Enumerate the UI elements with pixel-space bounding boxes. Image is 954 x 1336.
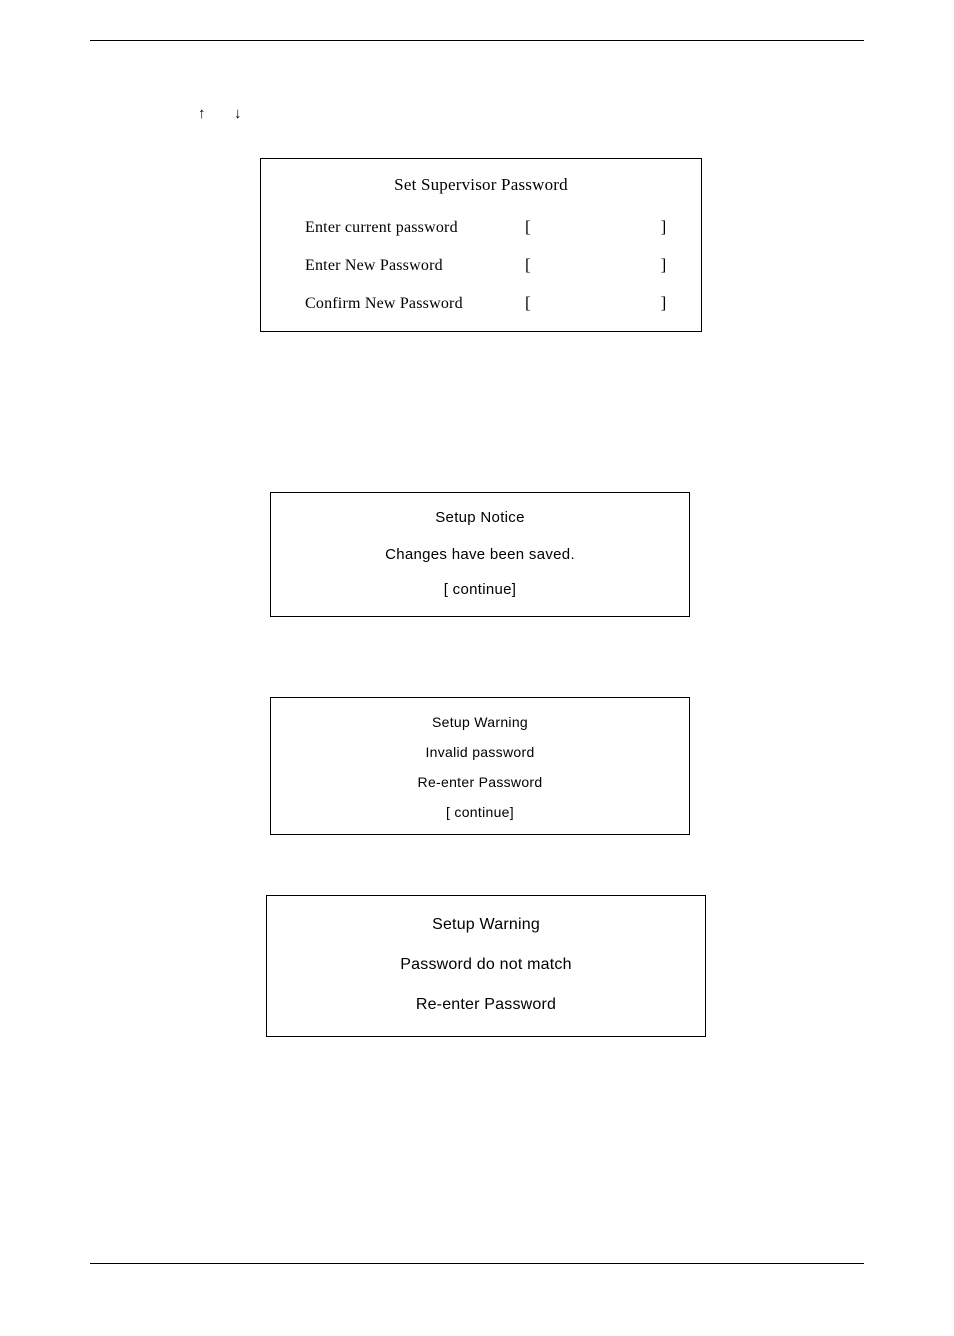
dialog-title: Set Supervisor Password	[285, 175, 677, 195]
setup-warning-invalid-dialog: Setup Warning Invalid password Re-enter …	[270, 697, 690, 835]
notice-continue[interactable]: [ continue]	[295, 581, 665, 598]
password-label: Confirm New Password	[305, 295, 525, 313]
arrow-up-icon: ↑	[198, 105, 206, 122]
warning-message-1: Invalid password	[295, 744, 665, 760]
setup-warning-mismatch-dialog: Setup Warning Password do not match Re-e…	[266, 895, 706, 1037]
password-row-confirm: Confirm New Password [ ]	[285, 293, 677, 313]
bracket-close: ]	[661, 217, 667, 237]
setup-notice-dialog: Setup Notice Changes have been saved. [ …	[270, 492, 690, 617]
notice-message: Changes have been saved.	[295, 546, 665, 563]
notice-title: Setup Notice	[295, 509, 665, 526]
bracket-open: [	[525, 293, 531, 313]
bottom-divider	[90, 1263, 864, 1264]
warning2-title: Setup Warning	[291, 916, 681, 934]
warning2-message-2: Re-enter Password	[291, 996, 681, 1014]
password-row-new: Enter New Password [ ]	[285, 255, 677, 275]
warning2-message-1: Password do not match	[291, 956, 681, 974]
warning-message-2: Re-enter Password	[295, 774, 665, 790]
password-label: Enter current password	[305, 219, 525, 237]
bracket-close: ]	[661, 255, 667, 275]
bracket-open: [	[525, 217, 531, 237]
arrow-down-icon: ↓	[234, 105, 242, 122]
password-label: Enter New Password	[305, 257, 525, 275]
bracket-open: [	[525, 255, 531, 275]
top-divider	[90, 40, 864, 41]
password-row-current: Enter current password [ ]	[285, 217, 677, 237]
warning-title: Setup Warning	[295, 714, 665, 730]
set-password-dialog: Set Supervisor Password Enter current pa…	[260, 158, 702, 332]
navigation-instruction: ↑ ↓	[100, 105, 864, 122]
warning-continue[interactable]: [ continue]	[295, 804, 665, 820]
bracket-close: ]	[661, 293, 667, 313]
